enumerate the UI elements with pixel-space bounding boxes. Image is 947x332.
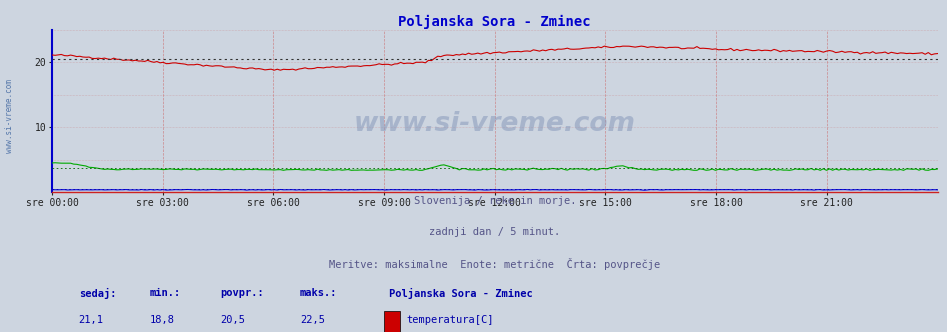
Text: povpr.:: povpr.: <box>221 288 264 298</box>
Text: Poljanska Sora - Zminec: Poljanska Sora - Zminec <box>388 288 532 299</box>
Text: min.:: min.: <box>150 288 181 298</box>
Bar <box>384 311 400 332</box>
Text: zadnji dan / 5 minut.: zadnji dan / 5 minut. <box>429 227 561 237</box>
Text: maks.:: maks.: <box>300 288 337 298</box>
Text: 21,1: 21,1 <box>79 315 103 325</box>
Title: Poljanska Sora - Zminec: Poljanska Sora - Zminec <box>399 15 591 29</box>
Text: Meritve: maksimalne  Enote: metrične  Črta: povprečje: Meritve: maksimalne Enote: metrične Črta… <box>330 258 660 270</box>
Text: 22,5: 22,5 <box>300 315 325 325</box>
Text: 20,5: 20,5 <box>221 315 245 325</box>
Text: 18,8: 18,8 <box>150 315 174 325</box>
Text: www.si-vreme.com: www.si-vreme.com <box>354 111 635 137</box>
Text: Slovenija / reke in morje.: Slovenija / reke in morje. <box>414 197 576 207</box>
Text: sedaj:: sedaj: <box>79 288 116 299</box>
Text: www.si-vreme.com: www.si-vreme.com <box>5 79 14 153</box>
Text: temperatura[C]: temperatura[C] <box>406 315 493 325</box>
